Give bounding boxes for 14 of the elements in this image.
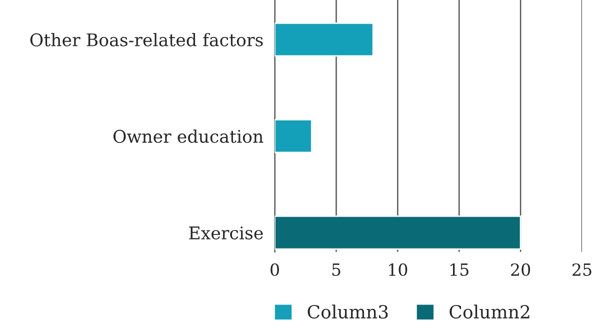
legend-label: Column2 [450,304,530,319]
legend-label: Column3 [308,304,388,319]
y-tick-label: Owner education [113,130,264,143]
bar [274,22,374,57]
y-tick-label: Other Boas-related factors [30,32,263,46]
x-tick-label: 20 [511,263,530,276]
x-tick-label: 0 [270,263,279,276]
x-tick-label: 10 [389,263,408,276]
bar [274,118,312,154]
x-tick-label: 15 [450,263,468,276]
x-tick-label: 5 [332,264,340,276]
bar [274,216,522,250]
y-tick-label: Exercise [189,226,263,240]
x-tick-label: 25 [572,263,592,276]
